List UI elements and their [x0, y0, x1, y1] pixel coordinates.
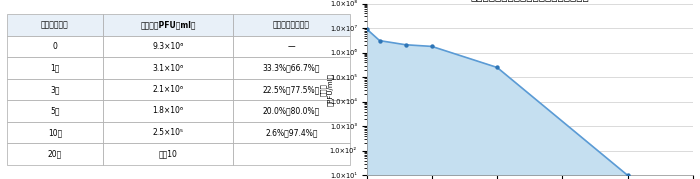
- Point: [374, 39, 385, 42]
- Point: [426, 45, 438, 48]
- Point: [491, 66, 503, 69]
- Point: [400, 43, 412, 46]
- Title: えこる水噴霧によるウイルス除去効果曲線: えこる水噴霧によるウイルス除去効果曲線: [470, 0, 589, 1]
- Y-axis label: 感染値
（PFU/ml）: 感染値 （PFU/ml）: [320, 73, 334, 106]
- Point: [361, 27, 372, 30]
- Point: [622, 174, 634, 177]
